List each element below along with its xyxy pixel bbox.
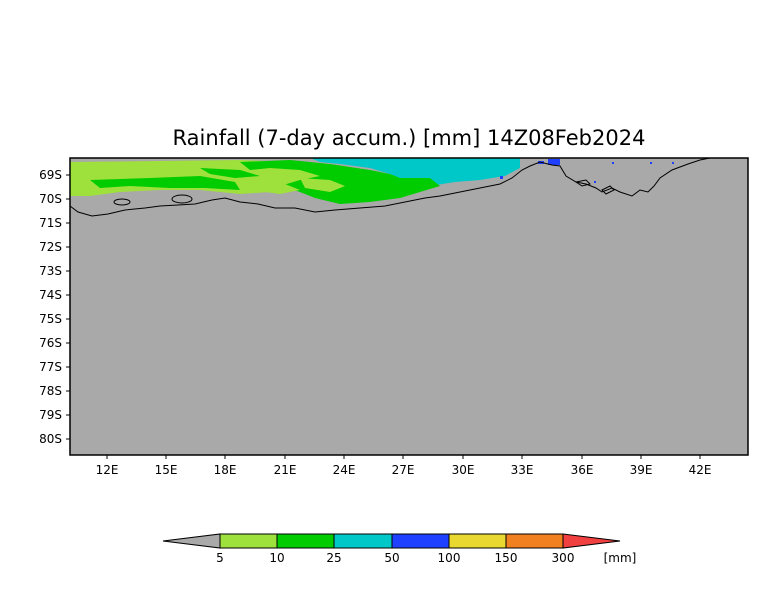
lat-ticks [66,174,70,440]
lat-label: 79S [39,408,62,422]
colorbar-level-label: 25 [326,551,341,565]
lat-label: 74S [39,288,62,302]
colorbar-level-label: 10 [269,551,284,565]
map-title: Rainfall (7-day accum.) [mm] 14Z08Feb202… [173,126,646,150]
colorbar-high-triangle [562,533,621,549]
colorbar-level-label: 50 [384,551,399,565]
colorbar-swatch [276,533,335,549]
map-background [70,158,748,455]
colorbar-swatch [219,533,278,549]
lon-label: 21E [274,463,297,477]
lon-label: 18E [214,463,237,477]
lat-label: 76S [39,336,62,350]
colorbar-swatch [333,533,393,549]
lat-label: 70S [39,192,62,206]
colorbar-level-label: 300 [552,551,575,565]
rainfall-shading [70,158,674,204]
colorbar-level-label: 100 [438,551,461,565]
lon-label: 36E [571,463,594,477]
colorbar-swatch [505,533,564,549]
lon-labels: 12E 15E 18E 21E 24E 27E 30E 33E 36E 39E … [96,463,712,477]
map-frame [69,157,749,456]
lon-label: 42E [689,463,712,477]
lat-labels: 69S 70S 71S 72S 73S 74S 75S 76S 77S 78S … [39,168,62,446]
lat-label: 75S [39,312,62,326]
lat-label: 71S [39,216,62,230]
lon-label: 30E [452,463,475,477]
colorbar-unit-label: [mm] [604,551,637,565]
colorbar [162,533,621,549]
lat-label: 73S [39,264,62,278]
lon-label: 33E [511,463,534,477]
lon-label: 12E [96,463,119,477]
lat-label: 77S [39,360,62,374]
colorbar-level-label: 150 [495,551,518,565]
colorbar-swatch [391,533,450,549]
colorbar-low-triangle [162,533,221,549]
lon-ticks [106,455,701,459]
lat-label: 80S [39,432,62,446]
lat-label: 72S [39,240,62,254]
lon-label: 39E [630,463,653,477]
colorbar-level-label: 5 [216,551,224,565]
lat-label: 78S [39,384,62,398]
colorbar-swatch [448,533,507,549]
lat-label: 69S [39,168,62,182]
lon-label: 15E [155,463,178,477]
coastline [69,157,711,217]
lon-label: 27E [392,463,415,477]
colorbar-labels: 5 10 25 50 100 150 300 [mm] [216,551,636,565]
lon-label: 24E [333,463,356,477]
